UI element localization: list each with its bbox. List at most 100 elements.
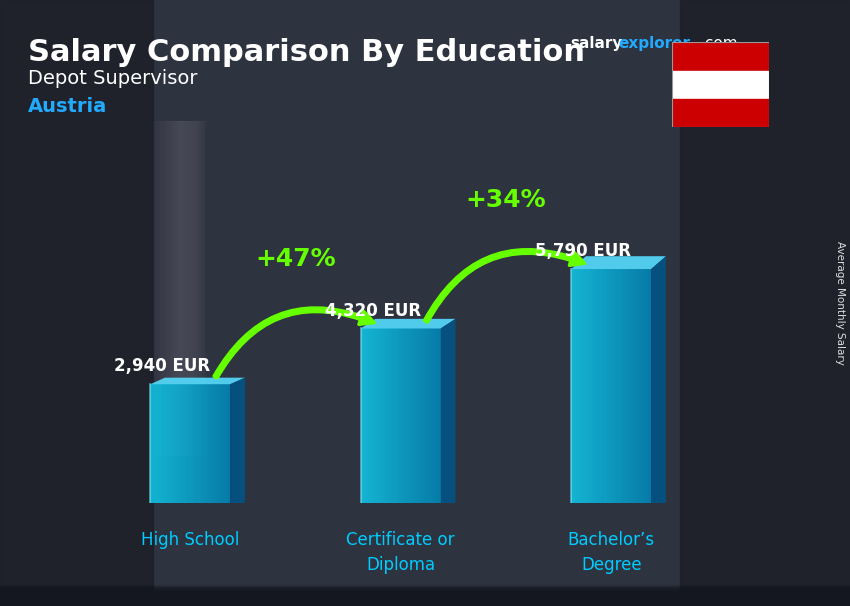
Polygon shape: [230, 378, 245, 503]
Bar: [408, 328, 409, 503]
Bar: [385, 328, 386, 503]
Bar: [161, 121, 188, 454]
Bar: [421, 328, 422, 503]
Bar: [190, 384, 191, 503]
Bar: [623, 269, 624, 503]
Bar: [150, 384, 151, 503]
Text: Average Monthly Salary: Average Monthly Salary: [835, 241, 845, 365]
Bar: [376, 328, 377, 503]
Bar: [168, 384, 169, 503]
Bar: [382, 328, 383, 503]
Text: 5,790 EUR: 5,790 EUR: [536, 242, 632, 260]
Bar: [610, 269, 611, 503]
Bar: [626, 269, 627, 503]
Bar: [182, 384, 184, 503]
Bar: [163, 384, 164, 503]
Bar: [370, 328, 371, 503]
Bar: [409, 328, 410, 503]
Bar: [611, 269, 612, 503]
Text: +47%: +47%: [255, 247, 336, 271]
Bar: [638, 269, 639, 503]
Bar: [396, 328, 397, 503]
Bar: [389, 328, 391, 503]
Bar: [585, 269, 586, 503]
Bar: [178, 384, 179, 503]
Bar: [633, 269, 634, 503]
Bar: [643, 269, 644, 503]
Bar: [573, 269, 575, 503]
Bar: [197, 384, 198, 503]
Bar: [581, 269, 582, 503]
Bar: [178, 121, 205, 454]
Polygon shape: [150, 378, 245, 384]
Polygon shape: [360, 319, 456, 328]
Bar: [600, 269, 601, 503]
Bar: [680, 0, 850, 606]
Bar: [635, 269, 636, 503]
Bar: [386, 328, 387, 503]
Text: Salary Comparison By Education: Salary Comparison By Education: [28, 38, 585, 67]
Bar: [640, 269, 641, 503]
Bar: [165, 384, 167, 503]
Bar: [636, 269, 638, 503]
Text: 2,940 EUR: 2,940 EUR: [114, 358, 210, 375]
Bar: [162, 121, 190, 454]
Bar: [392, 328, 393, 503]
Bar: [571, 269, 572, 503]
Bar: [620, 269, 621, 503]
Bar: [381, 328, 382, 503]
Bar: [434, 328, 436, 503]
Bar: [436, 328, 437, 503]
Bar: [179, 384, 180, 503]
Bar: [622, 269, 623, 503]
Bar: [411, 328, 413, 503]
Bar: [624, 269, 626, 503]
Bar: [174, 384, 175, 503]
Bar: [191, 384, 192, 503]
Bar: [222, 384, 224, 503]
Bar: [672, 99, 769, 127]
Bar: [158, 121, 185, 454]
Bar: [594, 269, 595, 503]
Bar: [156, 384, 157, 503]
Bar: [155, 121, 182, 454]
Bar: [186, 384, 187, 503]
Bar: [397, 328, 398, 503]
Bar: [430, 328, 431, 503]
Bar: [226, 384, 227, 503]
Bar: [216, 384, 218, 503]
Bar: [577, 269, 578, 503]
Bar: [208, 384, 209, 503]
Bar: [593, 269, 594, 503]
Bar: [229, 384, 230, 503]
Bar: [599, 269, 600, 503]
Bar: [415, 328, 416, 503]
Bar: [375, 328, 376, 503]
Bar: [213, 384, 214, 503]
Bar: [0, 593, 850, 606]
Bar: [0, 0, 153, 606]
Bar: [221, 384, 222, 503]
Bar: [170, 121, 197, 454]
Bar: [195, 384, 196, 503]
Bar: [209, 384, 210, 503]
Bar: [192, 384, 193, 503]
Bar: [196, 384, 197, 503]
Bar: [641, 269, 643, 503]
Bar: [198, 384, 199, 503]
Bar: [225, 384, 226, 503]
Bar: [0, 587, 850, 606]
Bar: [202, 384, 203, 503]
Bar: [372, 328, 374, 503]
Bar: [398, 328, 399, 503]
Bar: [175, 121, 202, 454]
Bar: [619, 269, 620, 503]
Bar: [400, 328, 402, 503]
Bar: [403, 328, 404, 503]
Bar: [416, 328, 417, 503]
Bar: [185, 384, 186, 503]
Bar: [171, 384, 173, 503]
Polygon shape: [651, 256, 666, 503]
Bar: [0, 589, 850, 606]
Bar: [169, 384, 170, 503]
